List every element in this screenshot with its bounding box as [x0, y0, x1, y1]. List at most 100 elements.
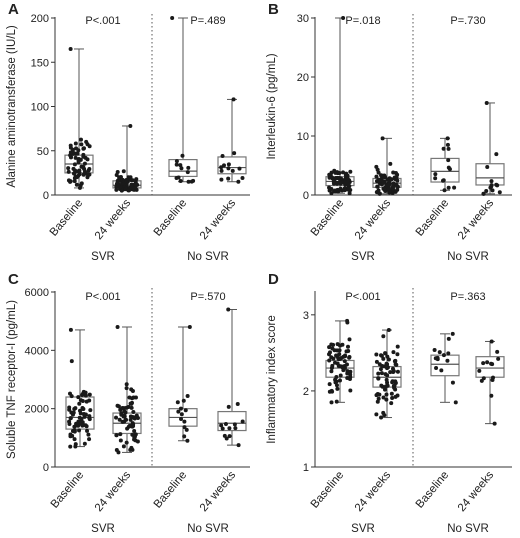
- data-point: [383, 175, 388, 180]
- data-point: [117, 417, 122, 422]
- data-point: [85, 428, 90, 433]
- x-tick-label: 24 weeks: [93, 197, 134, 242]
- data-point: [219, 423, 224, 428]
- data-point: [226, 307, 231, 312]
- data-point: [382, 187, 387, 192]
- data-point: [83, 390, 88, 395]
- data-point: [327, 352, 332, 357]
- data-point: [348, 372, 353, 377]
- data-point: [68, 150, 73, 155]
- y-tick-label: 4000: [25, 345, 49, 357]
- data-point: [495, 349, 500, 354]
- data-point: [335, 171, 340, 176]
- p-value-label: P=.018: [345, 15, 380, 27]
- p-value-label: P<.001: [85, 15, 120, 27]
- data-point: [392, 383, 397, 388]
- y-tick-label: 0: [303, 190, 309, 202]
- x-tick-label: Baseline: [414, 469, 452, 511]
- data-point: [132, 428, 137, 433]
- data-point: [338, 373, 343, 378]
- data-point: [80, 406, 85, 411]
- data-point: [84, 424, 89, 429]
- data-point: [439, 368, 444, 373]
- data-point: [232, 151, 237, 156]
- data-point: [390, 380, 395, 385]
- data-point: [85, 157, 90, 162]
- data-point: [337, 175, 342, 180]
- y-tick-label: 100: [31, 102, 49, 114]
- data-point: [80, 398, 85, 403]
- data-point: [116, 183, 121, 188]
- data-point: [346, 187, 351, 192]
- data-point: [391, 369, 396, 374]
- data-point: [382, 387, 387, 392]
- data-point: [240, 175, 245, 180]
- y-axis-label: Alanine aminotransferase (IU/L): [6, 25, 18, 188]
- p-value-label: P<.001: [85, 291, 120, 303]
- data-point: [124, 405, 129, 410]
- data-point: [72, 162, 77, 167]
- data-point: [489, 179, 494, 184]
- data-point: [132, 434, 137, 439]
- data-point: [129, 405, 134, 410]
- data-point: [453, 400, 458, 405]
- data-point: [481, 191, 486, 196]
- y-axis-label: Soluble TNF receptor-I (pg/mL): [6, 300, 18, 459]
- data-point: [78, 411, 83, 416]
- data-point: [74, 175, 79, 180]
- data-point: [446, 185, 451, 190]
- data-point: [128, 447, 133, 452]
- data-point: [83, 393, 88, 398]
- data-point: [178, 179, 183, 184]
- data-point: [134, 413, 139, 418]
- data-point: [346, 348, 351, 353]
- data-point: [446, 351, 451, 356]
- data-point: [384, 361, 389, 366]
- data-point: [446, 158, 451, 163]
- data-point: [327, 175, 332, 180]
- data-point: [68, 416, 73, 421]
- data-point: [345, 320, 350, 325]
- data-point: [220, 153, 225, 158]
- data-point: [221, 163, 226, 168]
- data-point: [86, 432, 91, 437]
- data-point: [495, 183, 500, 188]
- data-point: [452, 185, 457, 190]
- data-point: [479, 378, 484, 383]
- data-point: [446, 165, 451, 170]
- box-iqr: [430, 157, 460, 183]
- box-iqr: [217, 410, 247, 432]
- p-value-label: P=.570: [190, 291, 225, 303]
- data-point: [391, 184, 396, 189]
- y-tick-label: 200: [31, 13, 49, 25]
- x-tick-label: 24 weeks: [353, 469, 394, 514]
- data-point: [237, 166, 242, 171]
- data-point: [227, 426, 232, 431]
- x-tick-label: Baseline: [414, 197, 452, 239]
- data-point: [485, 360, 490, 365]
- data-point: [497, 190, 502, 195]
- data-point: [341, 170, 346, 175]
- x-tick-label: 24 weeks: [198, 197, 239, 242]
- data-point: [334, 353, 339, 358]
- data-point: [87, 437, 92, 442]
- y-tick-label: 150: [31, 57, 49, 69]
- data-point: [87, 144, 92, 149]
- group-label: SVR: [91, 251, 115, 263]
- data-point: [393, 394, 398, 399]
- data-point: [184, 427, 189, 432]
- data-point: [182, 434, 187, 439]
- data-point: [82, 146, 87, 151]
- x-tick-label: 24 weeks: [456, 197, 497, 242]
- data-point: [71, 171, 76, 176]
- data-point: [329, 369, 334, 374]
- data-point: [484, 189, 489, 194]
- data-point: [490, 362, 495, 367]
- data-point: [133, 182, 138, 187]
- data-point: [69, 359, 74, 364]
- data-point: [179, 412, 184, 417]
- data-point: [335, 187, 340, 192]
- data-point: [180, 153, 185, 158]
- data-point: [346, 182, 351, 187]
- data-point: [442, 188, 447, 193]
